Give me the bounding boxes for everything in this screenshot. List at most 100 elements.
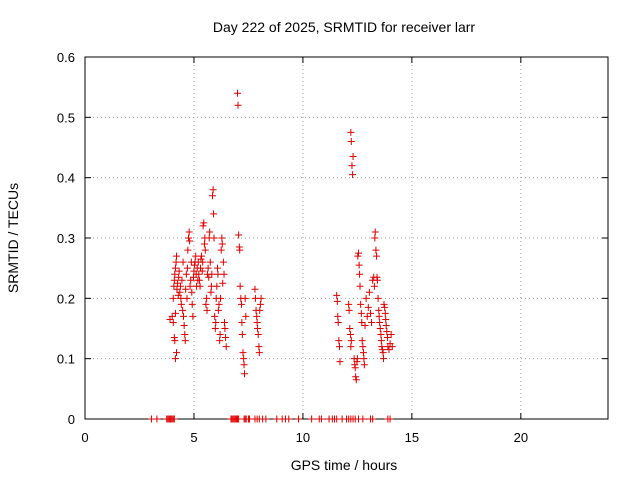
data-point xyxy=(355,261,363,269)
data-point xyxy=(351,364,359,372)
data-point xyxy=(170,276,178,284)
data-point xyxy=(334,312,342,320)
data-point xyxy=(177,294,185,302)
x-tick-label: 0 xyxy=(81,430,88,445)
data-point xyxy=(382,321,390,329)
data-point xyxy=(182,270,190,278)
data-point xyxy=(381,309,389,317)
data-point xyxy=(196,264,204,272)
data-point xyxy=(171,270,179,278)
data-point xyxy=(171,337,179,345)
data-point xyxy=(359,415,367,423)
data-point xyxy=(255,349,263,357)
data-point xyxy=(353,355,361,363)
data-point xyxy=(376,325,384,332)
y-axis-label: SRMTID / TECUs xyxy=(5,183,21,293)
y-tick-label: 0.6 xyxy=(57,50,75,65)
data-point xyxy=(381,303,389,311)
data-point xyxy=(375,312,383,320)
data-point xyxy=(255,343,263,351)
data-point xyxy=(199,258,207,266)
data-point xyxy=(336,358,344,366)
data-point xyxy=(257,294,265,302)
data-point xyxy=(209,186,217,194)
data-point xyxy=(295,415,303,423)
data-point xyxy=(204,264,212,272)
data-point xyxy=(251,285,259,293)
data-point xyxy=(365,288,373,296)
data-point xyxy=(372,246,380,254)
data-points xyxy=(147,89,396,423)
y-tick-label: 0.5 xyxy=(57,110,75,125)
data-point xyxy=(208,270,216,278)
data-point xyxy=(376,318,384,326)
data-point xyxy=(253,318,261,326)
data-point xyxy=(379,349,387,357)
data-point xyxy=(198,252,206,260)
data-point xyxy=(358,337,366,345)
data-point xyxy=(387,331,395,339)
data-point xyxy=(175,273,183,281)
data-point xyxy=(352,373,360,381)
data-point xyxy=(219,279,227,287)
data-point xyxy=(200,219,208,227)
data-point xyxy=(254,331,262,339)
data-point xyxy=(363,312,371,320)
data-point xyxy=(241,294,249,302)
data-point xyxy=(352,376,360,384)
data-point xyxy=(234,101,242,109)
data-point xyxy=(240,361,248,369)
data-point xyxy=(217,294,225,302)
data-point xyxy=(169,318,177,326)
data-point xyxy=(179,258,187,266)
data-point xyxy=(188,288,196,296)
data-point xyxy=(214,306,222,314)
data-point xyxy=(178,276,186,284)
data-point xyxy=(383,328,391,336)
data-point xyxy=(370,282,378,290)
data-point xyxy=(170,282,178,290)
data-point xyxy=(373,276,381,284)
data-point xyxy=(238,331,246,339)
data-point xyxy=(203,294,211,302)
data-point xyxy=(378,346,386,354)
data-point xyxy=(368,318,376,326)
data-point xyxy=(345,300,353,308)
axis-ticks: 0 0.1 0.2 0.3 0.4 0.5 0.6 0 5 10 15 20 xyxy=(57,50,608,445)
data-point xyxy=(202,300,210,308)
data-point xyxy=(214,270,222,278)
data-point xyxy=(212,318,220,326)
data-point xyxy=(213,264,221,272)
data-point xyxy=(177,300,185,308)
data-point xyxy=(348,162,356,170)
data-point xyxy=(186,237,194,245)
data-point xyxy=(360,361,368,369)
data-point xyxy=(356,282,364,290)
data-point xyxy=(238,318,246,326)
data-point xyxy=(256,306,264,314)
data-point xyxy=(373,252,381,260)
data-point xyxy=(380,300,388,308)
data-point xyxy=(237,300,245,308)
data-point xyxy=(218,240,226,248)
data-point xyxy=(347,137,355,145)
data-point xyxy=(285,415,293,423)
data-point xyxy=(175,267,183,275)
x-tick-label: 5 xyxy=(190,430,197,445)
data-point xyxy=(217,246,225,254)
data-point xyxy=(171,355,179,363)
data-point xyxy=(242,312,250,320)
data-point xyxy=(210,210,218,218)
data-point xyxy=(386,415,394,423)
data-point xyxy=(192,252,200,260)
data-point xyxy=(216,331,224,339)
data-point xyxy=(333,291,341,299)
data-point xyxy=(198,267,206,275)
data-point xyxy=(173,252,181,260)
data-point xyxy=(378,343,386,351)
data-point xyxy=(374,294,382,302)
data-point xyxy=(334,318,342,326)
y-tick-label: 0 xyxy=(68,412,75,427)
data-point xyxy=(188,300,196,308)
